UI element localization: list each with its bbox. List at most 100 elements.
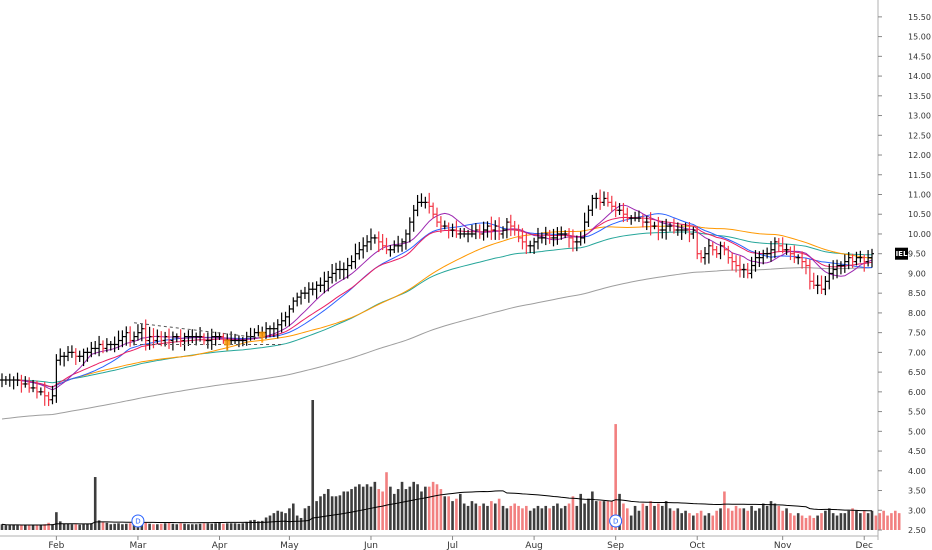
price-tick-label: 12.50 (908, 131, 931, 140)
sma20-line (2, 213, 873, 388)
earnings-marker (259, 331, 266, 338)
price-tick-label: 3.50 (908, 487, 926, 496)
volume-bar (338, 495, 342, 530)
price-bar (866, 250, 871, 267)
price-tick-label: 4.00 (908, 467, 926, 476)
price-bar (862, 254, 867, 272)
price-bar (539, 232, 544, 244)
volume-bar (249, 520, 252, 530)
volume-bar (559, 508, 563, 530)
price-bar (182, 332, 187, 351)
volume-bar (159, 523, 163, 530)
price-bar (807, 259, 812, 290)
volume-bar (583, 503, 586, 530)
price-bar (427, 192, 432, 214)
price-bar (396, 235, 401, 253)
volume-bar (754, 510, 757, 530)
price-bar (605, 191, 610, 207)
price-bar (846, 252, 851, 270)
price-bar (46, 391, 51, 407)
volume-bar (505, 508, 509, 530)
volume-bar (361, 486, 365, 530)
price-tick-label: 11.00 (908, 190, 931, 199)
price-bar (353, 243, 358, 269)
price-bar (135, 324, 140, 341)
volume-bar (86, 523, 89, 530)
volume-bar (70, 524, 74, 530)
price-bar (446, 222, 451, 239)
volume-bar (567, 503, 571, 530)
volume-bar (404, 489, 408, 530)
time-axis[interactable]: Feb Mar Apr May Jun Jul Aug Sep Oct Nov Dec (0, 535, 878, 550)
volume-bar (862, 510, 866, 530)
price-bar (306, 282, 311, 303)
month-label: Jun (363, 541, 378, 550)
volume-bar (420, 491, 423, 530)
price-bar (400, 238, 405, 252)
volume-bar (859, 513, 862, 530)
volume-bar (738, 508, 742, 530)
volume-bar (47, 522, 50, 530)
volume-bar (894, 510, 897, 530)
price-bar (236, 335, 241, 348)
price-bar (34, 380, 39, 399)
price-bar (800, 251, 805, 269)
volume-bar (202, 523, 206, 530)
volume-bar (424, 486, 427, 530)
volume-bar (591, 491, 594, 530)
volume-bar (257, 521, 260, 530)
price-bar (50, 385, 55, 405)
price-bar (435, 207, 439, 228)
volume-bar (657, 503, 660, 530)
price-bar (699, 250, 704, 263)
volume-bar (804, 517, 808, 530)
price-bar (326, 270, 331, 292)
price-bar (745, 263, 750, 279)
volume-bar (311, 400, 315, 530)
price-bar (275, 319, 280, 339)
price-bar (512, 220, 517, 236)
volume-bar (245, 522, 248, 530)
volume-bar (793, 515, 796, 530)
price-bar (656, 216, 661, 241)
price-bar (675, 222, 680, 236)
price-tick-label: 8.00 (908, 309, 926, 318)
price-bar (555, 227, 560, 245)
volume-bar (276, 510, 280, 530)
price-axis[interactable]: 2.50 3.00 3.50 4.00 4.50 5.00 5.50 6.00 6.50 7.00… (877, 0, 931, 540)
price-bar (811, 272, 816, 290)
price-bar (629, 215, 634, 225)
price-bar (528, 240, 533, 254)
price-bar (827, 263, 832, 290)
price-bar (213, 331, 218, 346)
volume-bar (128, 523, 132, 530)
volume-bar (622, 503, 625, 530)
volume-bar (389, 486, 392, 530)
price-bar (345, 257, 350, 279)
earnings-marker-stem (226, 345, 229, 351)
earnings-marker (224, 339, 231, 346)
volume-bar (260, 520, 264, 530)
price-bar (640, 214, 645, 228)
price-bar (419, 193, 424, 207)
volume-bar (35, 525, 39, 530)
price-bar (668, 222, 673, 232)
price-bar (590, 194, 595, 216)
volume-bar (171, 523, 175, 530)
price-bar (578, 231, 583, 246)
volume-bar (684, 510, 687, 530)
volume-bar (761, 503, 765, 530)
price-bar (7, 373, 12, 387)
volume-bar (237, 523, 241, 530)
volume-bar (730, 510, 734, 530)
volume-bar (890, 513, 893, 530)
month-label: Sep (607, 541, 624, 550)
price-bar (334, 262, 339, 282)
price-bar (337, 260, 342, 280)
volume-bar (528, 510, 532, 530)
volume-bar (113, 523, 116, 530)
volume-bar (781, 510, 784, 530)
volume-bar (124, 523, 128, 530)
